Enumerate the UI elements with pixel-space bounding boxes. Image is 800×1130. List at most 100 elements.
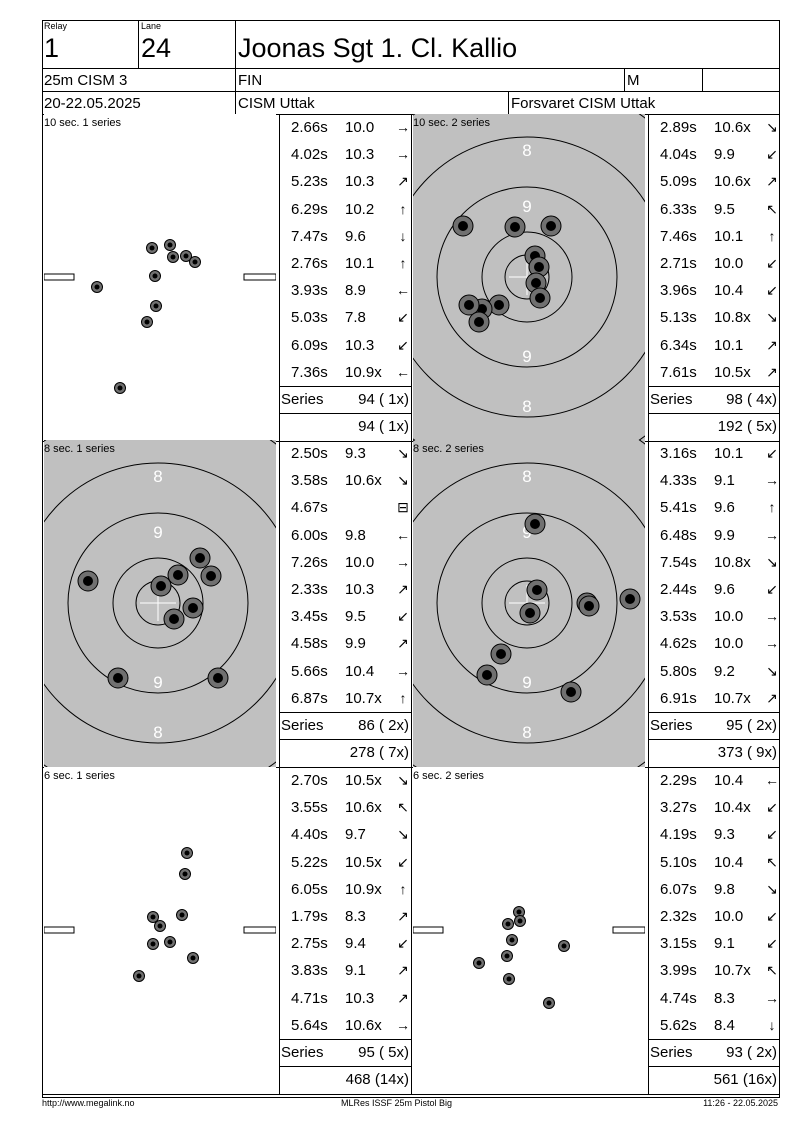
series-total: 95 ( 2x) <box>726 717 777 734</box>
direction-arrow-icon: ↑ <box>399 255 407 271</box>
shot-row: 2.70s 10.5x ↘ <box>291 767 411 794</box>
shot-hole <box>473 957 485 969</box>
shot-time: 6.87s <box>291 689 328 707</box>
running-total: 561 (16x) <box>713 1071 777 1088</box>
ring <box>44 462 276 744</box>
shot-row: 7.36s 10.9x ← <box>291 359 411 386</box>
direction-arrow-icon: ↖ <box>766 200 778 217</box>
direction-arrow-icon: ↗ <box>397 989 409 1006</box>
direction-arrow-icon: → <box>765 989 779 1006</box>
shot-score: 10.6x <box>345 799 382 817</box>
shot-row: 4.40s 9.7 ↘ <box>291 821 411 848</box>
divider <box>779 767 780 1094</box>
lane-label: Lane <box>141 21 162 31</box>
shot-row: 5.23s 10.3 ↗ <box>291 168 411 195</box>
direction-arrow-icon: → <box>396 662 410 679</box>
shot-score: 10.6x <box>345 472 382 490</box>
shot-time: 3.27s <box>660 799 697 817</box>
shot-time: 2.89s <box>660 119 697 136</box>
direction-arrow-icon: ↗ <box>397 908 409 924</box>
running-total: 468 (14x) <box>345 1071 409 1088</box>
shot-time: 3.53s <box>660 608 697 626</box>
running-total: 373 ( 9x) <box>717 744 777 761</box>
shot-row: 7.61s 10.5x ↗ <box>660 359 779 386</box>
direction-arrow-icon: → <box>396 146 410 163</box>
series-label: Series <box>650 717 693 734</box>
shot-hole <box>182 597 204 619</box>
shot-hole <box>147 938 159 950</box>
series-title: 10 sec. 2 series <box>413 117 491 129</box>
shot-row: 6.09s 10.3 ↙ <box>291 332 411 359</box>
shot-row: 4.19s 9.3 ↙ <box>660 821 779 848</box>
shot-score: 10.1 <box>714 336 744 354</box>
shot-score: 10.4 <box>714 282 744 300</box>
relay-value: 1 <box>44 33 60 63</box>
shot-hole <box>189 547 211 569</box>
direction-arrow-icon: ↙ <box>766 908 778 924</box>
shot-row: 2.71s 10.0 ↙ <box>660 250 779 277</box>
shot-time: 5.23s <box>291 173 328 191</box>
shot-time: 2.70s <box>291 772 328 789</box>
direction-arrow-icon: ↗ <box>397 635 409 652</box>
divider <box>648 386 779 387</box>
shot-time: 7.36s <box>291 363 328 381</box>
shot-score: 10.0 <box>714 908 744 925</box>
direction-arrow-icon: ↓ <box>768 1016 776 1033</box>
shot-row: 7.54s 10.8x ↘ <box>660 549 779 576</box>
ring <box>67 512 249 694</box>
shot-row: 3.55s 10.6x ↖ <box>291 794 411 821</box>
direction-arrow-icon: → <box>396 1016 410 1033</box>
ring-number: 6 <box>155 146 160 156</box>
shot-hole <box>490 643 512 665</box>
series-total: 94 ( 1x) <box>358 391 409 408</box>
shot-score: 10.0 <box>714 608 744 626</box>
target-2: 8 9 9 8 10 sec. 2 series <box>413 114 645 441</box>
ring-number: 6 <box>524 1051 529 1061</box>
ring-number: 9 <box>153 523 162 542</box>
shot-score: 10.6x <box>345 1016 382 1034</box>
ring <box>413 136 645 418</box>
shot-score: 8.4 <box>714 1016 735 1034</box>
shot-row: 6.34s 10.1 ↗ <box>660 332 779 359</box>
shot-time: 5.03s <box>291 309 328 327</box>
shot-time: 6.34s <box>660 336 697 354</box>
direction-arrow-icon: ↘ <box>766 119 778 135</box>
direction-arrow-icon: ← <box>765 772 779 788</box>
direction-arrow-icon: ↓ <box>399 227 407 244</box>
direction-arrow-icon: ↘ <box>766 553 778 570</box>
shot-score: 9.9 <box>714 146 735 164</box>
footer-url: http://www.megalink.no <box>42 1098 135 1108</box>
ring-number: 9 <box>522 523 531 542</box>
shot-hole <box>114 382 126 394</box>
divider <box>279 1066 411 1067</box>
ring-number: 8 <box>522 723 531 742</box>
shot-row: 3.99s 10.7x ↖ <box>660 957 779 984</box>
direction-arrow-icon: ↘ <box>766 662 778 679</box>
shot-hole <box>164 239 176 251</box>
shot-row: 2.76s 10.1 ↑ <box>291 250 411 277</box>
shot-score: 9.6 <box>714 581 735 598</box>
ring-number: 9 <box>155 226 160 236</box>
shot-score: 10.1 <box>714 227 744 245</box>
divider <box>411 440 412 767</box>
divider <box>279 386 411 387</box>
shot-hole <box>146 242 158 254</box>
direction-arrow-icon: ↙ <box>766 445 778 461</box>
direction-arrow-icon: ↙ <box>766 826 778 843</box>
shot-time: 2.66s <box>291 119 328 136</box>
divider <box>279 114 280 441</box>
series-label: Series <box>650 1044 693 1061</box>
ring-number: 8 <box>155 200 160 210</box>
running-total: 192 ( 5x) <box>717 418 777 435</box>
shot-hole <box>149 270 161 282</box>
divider <box>279 413 411 414</box>
shot-hole <box>200 565 222 587</box>
gender: M <box>627 72 640 89</box>
shot-time: 2.71s <box>660 255 697 272</box>
direction-arrow-icon: ↑ <box>768 499 776 516</box>
shooter-name: Joonas Sgt 1. Cl. Kallio <box>238 33 518 63</box>
shot-time: 5.62s <box>660 1016 697 1034</box>
ring-number: 8 <box>153 467 162 486</box>
shot-hole <box>529 287 551 309</box>
shot-score: 10.4 <box>345 662 375 680</box>
